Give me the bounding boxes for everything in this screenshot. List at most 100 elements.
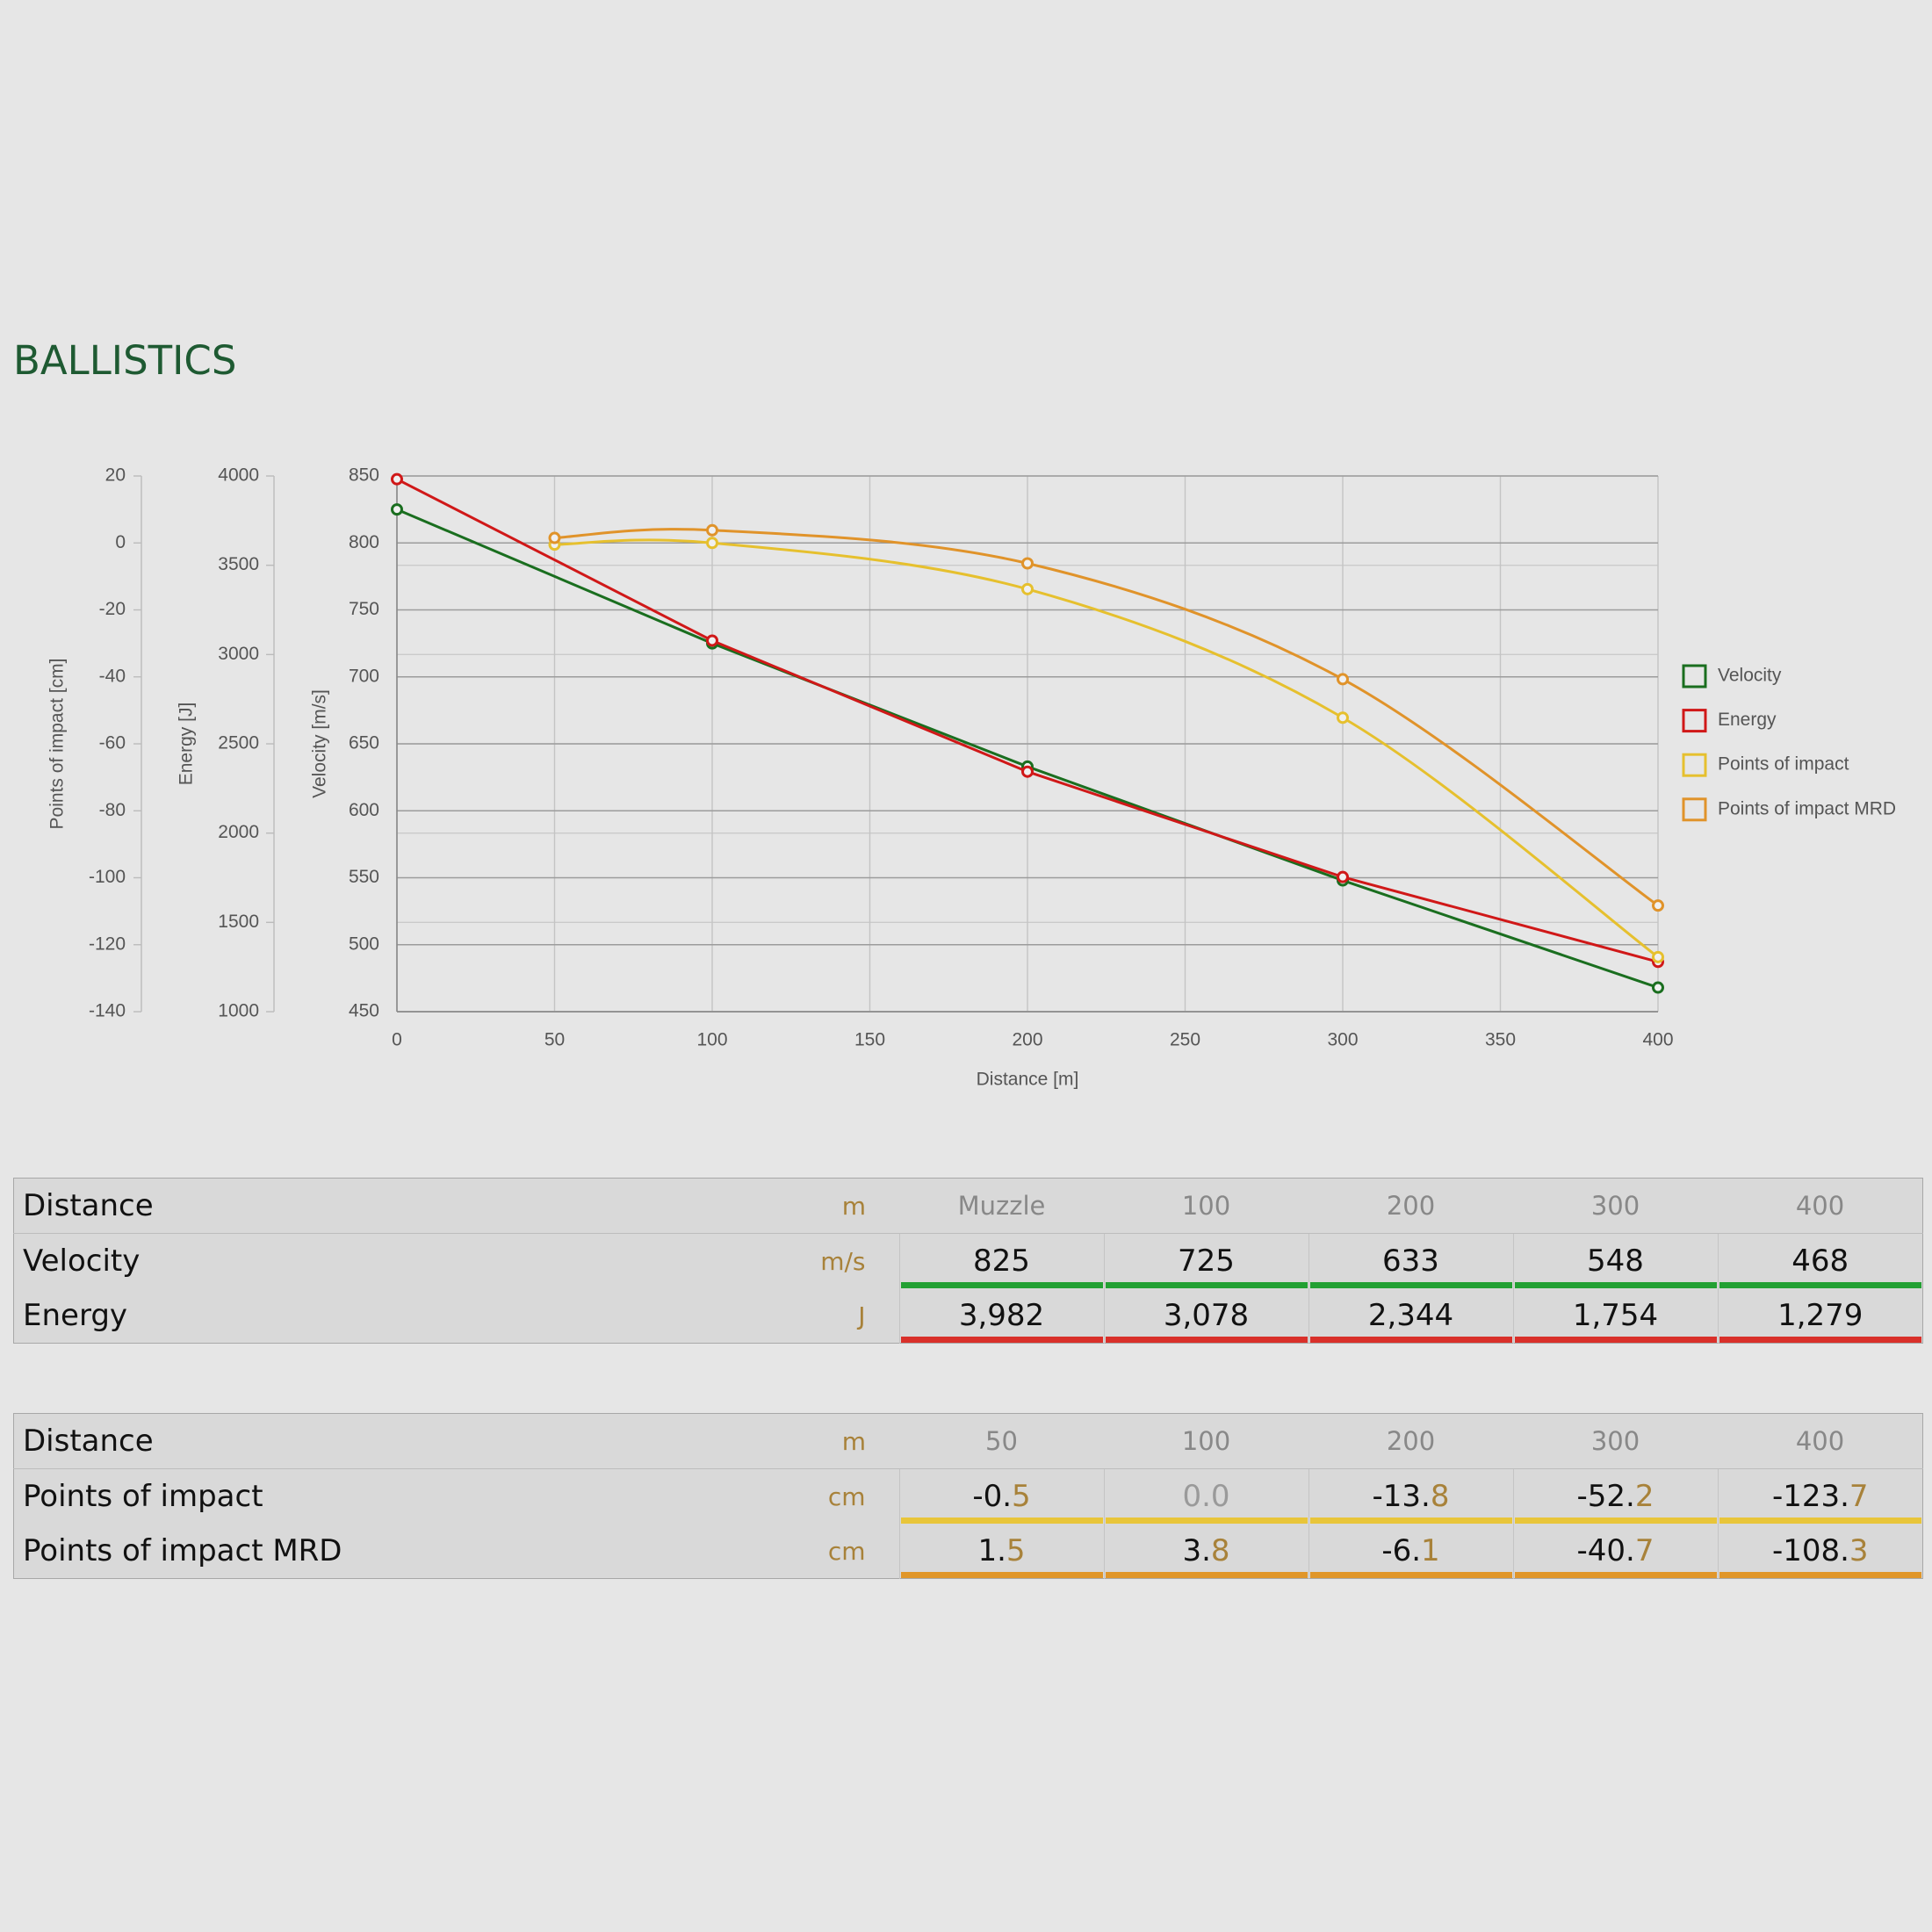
cell: 200 — [1308, 1178, 1513, 1234]
row-label: Points of impact MRD — [23, 1533, 342, 1568]
row-bar — [1719, 1517, 1921, 1524]
legend-label: Points of impact — [1718, 754, 1849, 775]
y-tick-label: 850 — [349, 465, 379, 486]
row-bar — [1514, 1337, 1717, 1343]
data-point — [548, 531, 561, 544]
y-tick-label: 2500 — [218, 733, 259, 753]
row-bar — [900, 1572, 1103, 1578]
cell: -123.7 — [1717, 1468, 1923, 1524]
cell: 0.0 — [1103, 1468, 1308, 1524]
cell: -108.3 — [1717, 1524, 1923, 1579]
data-point — [1337, 870, 1349, 883]
cell: 1.5 — [898, 1524, 1104, 1579]
cell: 3,982 — [898, 1288, 1104, 1344]
row-label: Velocity — [23, 1244, 141, 1279]
legend-swatch — [1682, 797, 1707, 822]
legend-swatch — [1682, 753, 1707, 777]
row-bar — [1514, 1282, 1717, 1288]
table-row: Points of impact MRD cm 1.5 3.8 -6.1 -40.7 -10… — [14, 1524, 1923, 1579]
row-bar — [1309, 1282, 1512, 1288]
series-line — [554, 528, 1659, 907]
data-point — [706, 634, 718, 647]
data-point — [1021, 765, 1034, 778]
legend-label: Velocity — [1718, 666, 1782, 686]
unit: m — [690, 1178, 899, 1234]
cell: 1,279 — [1717, 1288, 1923, 1344]
table-row: Distance m Muzzle 100 200 300 400 — [13, 1178, 1923, 1234]
ballistics-table: Distance m Muzzle 100 200 300 400 Velocity m/s 82… — [13, 1178, 1923, 1344]
y-tick-label: 3500 — [218, 554, 259, 574]
cell: 300 — [1513, 1413, 1718, 1469]
cell: 725 — [1103, 1233, 1308, 1288]
y-tick-label: -60 — [99, 733, 126, 753]
cell: 300 — [1513, 1178, 1718, 1234]
x-tick-label: 50 — [544, 1030, 565, 1050]
row-label: Distance — [13, 1413, 690, 1469]
x-tick-label: 0 — [392, 1030, 402, 1050]
unit: cm — [827, 1481, 866, 1511]
x-tick-label: 350 — [1485, 1030, 1516, 1050]
x-tick-label: 100 — [696, 1030, 727, 1050]
row-bar — [1514, 1572, 1717, 1578]
cell: -40.7 — [1512, 1524, 1718, 1579]
row-bar — [1105, 1572, 1308, 1578]
y-tick-label: -100 — [89, 867, 126, 887]
y-tick-label: 2000 — [218, 822, 259, 842]
legend-label: Energy — [1718, 710, 1777, 730]
row-label: Energy — [23, 1298, 128, 1333]
row-bar — [1514, 1517, 1717, 1524]
cell: 3.8 — [1103, 1524, 1308, 1579]
row-bar — [1309, 1337, 1512, 1343]
x-tick-label: 300 — [1327, 1030, 1358, 1050]
data-point — [1652, 981, 1664, 994]
y-axis-title: Velocity [m/s] — [310, 689, 330, 798]
x-axis-title: Distance [m] — [977, 1070, 1079, 1090]
row-bar — [1105, 1337, 1308, 1343]
data-point — [391, 503, 403, 516]
y-tick-label: 750 — [349, 599, 379, 619]
cell: 50 — [899, 1413, 1104, 1469]
y-tick-label: 550 — [349, 867, 379, 887]
data-point — [706, 523, 718, 537]
y-axis-title: Energy [J] — [177, 703, 197, 786]
cell: Muzzle — [899, 1178, 1104, 1234]
section-title: BALLISTICS — [13, 337, 237, 384]
row-bar — [1309, 1572, 1512, 1578]
cell: -6.1 — [1308, 1524, 1513, 1579]
y-tick-label: 650 — [349, 733, 379, 753]
data-point — [1021, 582, 1034, 595]
row-bar — [900, 1337, 1103, 1343]
row-bar — [1105, 1282, 1308, 1288]
cell: -13.8 — [1308, 1468, 1513, 1524]
y-tick-label: 20 — [105, 465, 126, 486]
x-tick-label: 200 — [1012, 1030, 1042, 1050]
row-label: Distance — [13, 1178, 690, 1234]
data-point — [1652, 950, 1664, 963]
y-tick-label: -20 — [99, 599, 126, 619]
row-bar — [1105, 1517, 1308, 1524]
cell: 825 — [898, 1233, 1104, 1288]
table-row: Points of impact cm -0.5 0.0 -13.8 -52.2 -123.… — [14, 1468, 1923, 1524]
row-bar — [900, 1517, 1103, 1524]
legend-swatch — [1682, 709, 1707, 733]
y-tick-label: 1500 — [218, 912, 259, 932]
cell: 400 — [1718, 1178, 1923, 1234]
legend-swatch — [1682, 664, 1707, 688]
y-tick-label: 3000 — [218, 644, 259, 664]
y-tick-label: 0 — [115, 532, 126, 552]
row-bar — [900, 1282, 1103, 1288]
cell: 400 — [1718, 1413, 1923, 1469]
unit: cm — [827, 1536, 866, 1566]
row-bar — [1719, 1337, 1921, 1343]
table-row: Velocity m/s 825 725 633 548 468 — [14, 1233, 1923, 1288]
data-point — [1021, 557, 1034, 570]
y-tick-label: -40 — [99, 666, 126, 686]
y-tick-label: 4000 — [218, 465, 259, 486]
y-tick-label: 450 — [349, 1001, 379, 1021]
data-point — [391, 472, 403, 486]
y-tick-label: -140 — [89, 1001, 126, 1021]
row-bar — [1719, 1282, 1921, 1288]
y-tick-label: 1000 — [218, 1001, 259, 1021]
